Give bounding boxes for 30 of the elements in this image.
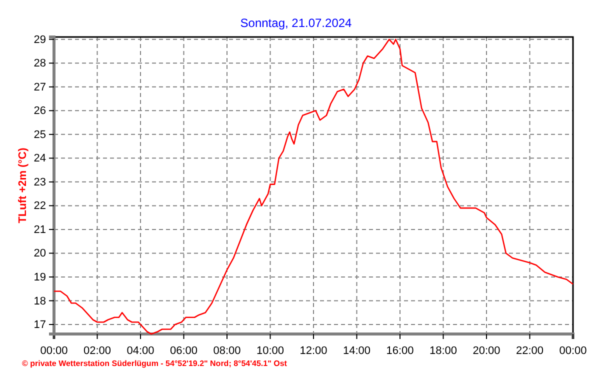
y-tick-label: 19 — [34, 271, 46, 284]
y-tick-label: 26 — [34, 105, 46, 118]
x-tick-label: 16:00 — [386, 345, 414, 358]
y-tick-label: 24 — [34, 152, 46, 165]
x-tick-label: 20:00 — [472, 345, 500, 358]
y-tick-label: 25 — [34, 128, 46, 141]
x-tick-label: 06:00 — [170, 345, 198, 358]
y-axis-title: TLuft +2m (°C) — [17, 147, 29, 224]
x-tick-label: 04:00 — [126, 345, 154, 358]
y-tick-label: 27 — [34, 81, 46, 94]
y-tick-label: 20 — [34, 248, 46, 260]
x-tick-label: 08:00 — [213, 345, 241, 358]
text: © private Wetterstation Süderlügum - 54°52'19.2" Nord; 8°54'45.1" Ost — [22, 359, 288, 368]
y-tick-label: 23 — [34, 176, 46, 188]
chart-title: Sonntag, 21.07.2024 — [240, 16, 352, 30]
x-tick-label: 02:00 — [83, 345, 112, 358]
y-tick-label: 29 — [34, 34, 46, 46]
x-tick-label: 10:00 — [256, 345, 284, 358]
y-tick-label: 22 — [34, 200, 46, 212]
y-tick-label: 28 — [34, 58, 46, 70]
y-tick-label: 21 — [34, 224, 46, 236]
x-tick-label: 12:00 — [300, 345, 328, 358]
y-tick-label: 17 — [34, 319, 46, 332]
line-series — [53, 38, 574, 335]
x-tick-label: 14:00 — [342, 345, 371, 358]
y-tick-label: 18 — [34, 295, 46, 308]
x-tick-label: 22:00 — [516, 345, 544, 358]
x-tick-label: 00:00 — [559, 345, 587, 358]
x-tick-label: 00:00 — [40, 345, 68, 358]
x-tick-label: 18:00 — [429, 345, 458, 358]
